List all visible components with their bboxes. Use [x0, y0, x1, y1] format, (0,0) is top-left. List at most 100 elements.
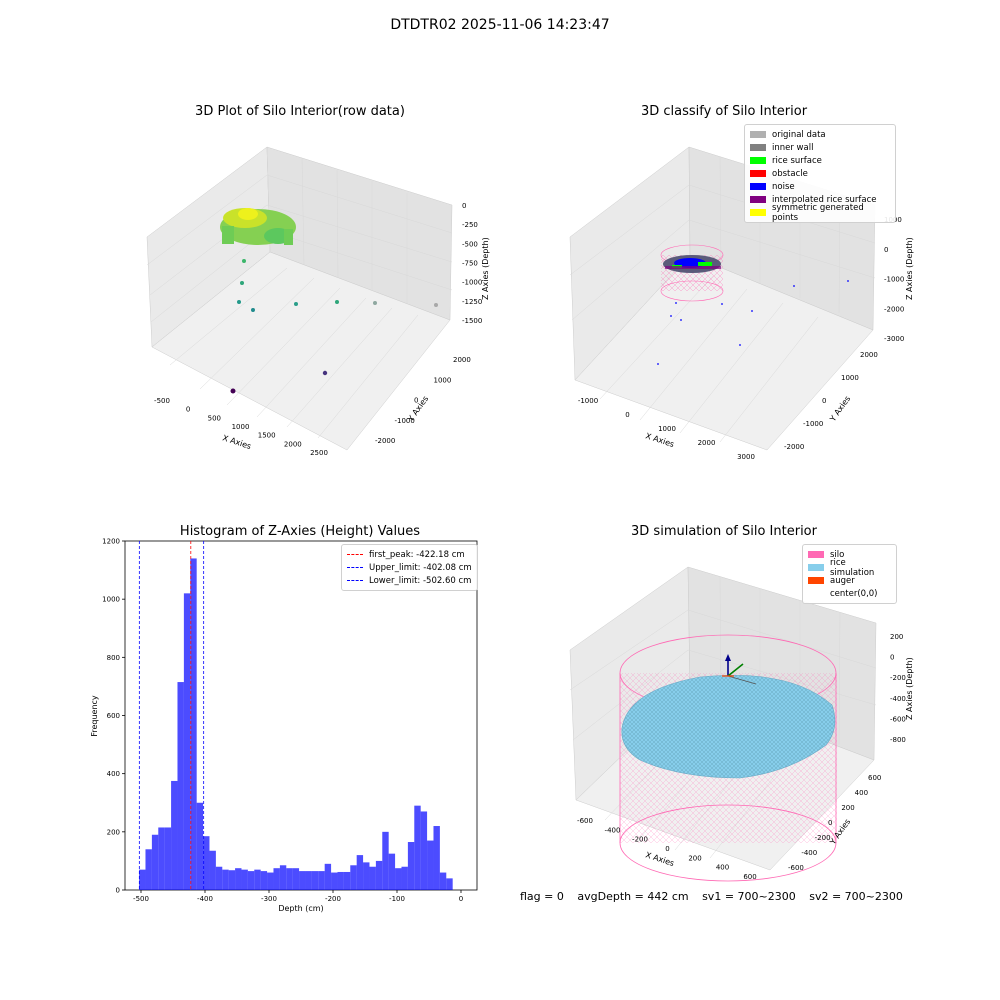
status-flag: flag = 0 — [520, 890, 564, 903]
legend-entry: inner wall — [750, 141, 890, 154]
histogram-x-tick-label: -300 — [261, 895, 277, 903]
classify-y-tick: -2000 — [784, 443, 804, 451]
histogram-bar — [222, 869, 229, 890]
classify-plot-title: 3D classify of Silo Interior — [640, 104, 808, 119]
histogram-y-tick-label: 600 — [107, 712, 120, 720]
simulation-x-tick: 200 — [688, 854, 701, 862]
histogram-bar — [183, 593, 191, 890]
raw-x-ticks: -500 0 500 1000 1500 2000 2500 — [154, 397, 328, 457]
legend-swatch — [750, 183, 766, 190]
classify-legend: original data inner wall rice surface obsta… — [744, 124, 896, 223]
legend-swatch — [750, 196, 766, 203]
raw-y-tick: -2000 — [375, 437, 395, 445]
legend-entry: obstacle — [750, 167, 890, 180]
histogram-bar — [311, 871, 319, 890]
simulation-legend: silo rice simulation auger center(0,0) — [802, 544, 897, 604]
classify-y-label: Y Axies — [828, 394, 853, 424]
simulation-z-tick: 0 — [890, 654, 894, 662]
legend-swatch — [750, 170, 766, 177]
histogram-y-tick-label: 1000 — [102, 596, 120, 604]
simulation-z-tick: -400 — [890, 695, 906, 703]
classify-x-tick: 0 — [625, 411, 629, 419]
legend-label: Lower_limit: -502.60 cm — [369, 575, 472, 586]
histogram-bar — [356, 855, 364, 890]
simulation-y-tick: 0 — [828, 819, 832, 827]
legend-entry: noise — [750, 180, 890, 193]
histogram-bar — [267, 872, 274, 890]
raw-3d-axes — [146, 146, 453, 451]
raw-point-cloud — [220, 208, 296, 245]
simulation-x-label: X Axies — [644, 850, 675, 868]
raw-y-tick: -1000 — [395, 417, 415, 425]
raw-x-tick: 1500 — [258, 432, 276, 440]
histogram-bar — [139, 869, 146, 890]
simulation-z-label: Z Axies (Depth) — [905, 657, 914, 720]
simulation-plot-title: 3D simulation of Silo Interior — [631, 524, 817, 539]
classify-x-tick: 1000 — [658, 425, 676, 433]
raw-z-tick: -250 — [462, 221, 478, 229]
legend-swatch — [750, 131, 766, 138]
classify-z-tick: -3000 — [884, 335, 904, 343]
histogram-bar — [254, 869, 261, 890]
legend-swatch — [750, 144, 766, 151]
legend-swatch — [750, 157, 766, 164]
histogram-bar — [343, 871, 351, 890]
histogram-bar — [273, 868, 280, 890]
simulation-x-tick: -400 — [605, 826, 621, 834]
legend-entry: Upper_limit: -402.08 cm — [347, 561, 472, 574]
histogram-bar — [190, 558, 197, 890]
classify-x-tick: 2000 — [698, 439, 716, 447]
histogram-bar — [420, 811, 428, 890]
histogram-bar — [446, 878, 453, 890]
classify-x-label: X Axies — [644, 431, 675, 449]
raw-plot-title: 3D Plot of Silo Interior(row data) — [195, 104, 405, 119]
raw-x-tick: 2000 — [284, 440, 302, 448]
simulation-z-tick: 200 — [890, 633, 903, 641]
histogram-bar — [286, 868, 293, 890]
raw-x-tick: 500 — [208, 414, 221, 422]
simulation-y-tick: -400 — [801, 849, 817, 857]
histogram-bar — [337, 871, 344, 890]
simulation-x-tick: 600 — [743, 873, 756, 881]
legend-label: inner wall — [772, 142, 814, 153]
histogram-y-tick-label: 800 — [107, 654, 120, 662]
classify-z-label: Z Axies (Depth) — [905, 237, 914, 300]
simulation-y-tick: 200 — [841, 804, 854, 812]
legend-swatch — [808, 577, 824, 584]
legend-label: silo — [830, 549, 845, 560]
histogram-bar — [151, 834, 159, 890]
simulation-z-ticks: 200 0 -200 -400 -600 -800 — [890, 633, 906, 744]
legend-swatch — [347, 567, 363, 568]
histogram-bar — [215, 866, 223, 890]
histogram-bar — [414, 805, 421, 890]
histogram-legend: first_peak: -422.18 cm Upper_limit: -402.… — [341, 544, 478, 591]
legend-label: center(0,0) — [830, 588, 878, 599]
histogram-bar — [350, 865, 357, 890]
histogram-bar — [305, 871, 312, 890]
classify-noise-points — [657, 280, 849, 365]
histogram-bar — [209, 850, 216, 890]
raw-z-tick: -1500 — [462, 317, 482, 325]
raw-outlier-points — [230, 259, 438, 394]
histogram-bar — [375, 860, 383, 890]
legend-label: interpolated rice surface — [772, 194, 877, 205]
simulation-rice-surface — [621, 674, 836, 779]
histogram-bar — [331, 872, 338, 890]
histogram-x-tick-label: -500 — [133, 895, 149, 903]
histogram-y-tick-label: 0 — [116, 887, 120, 895]
histogram-bar — [241, 869, 248, 890]
histogram-bars — [139, 558, 453, 890]
histogram-bar — [382, 831, 389, 890]
legend-entry: center(0,0) — [808, 587, 891, 600]
histogram-x-ticks: -500 -400 -300 -200 -100 0 — [133, 890, 463, 903]
classify-z-tick: -2000 — [884, 305, 904, 313]
simulation-x-tick: 0 — [665, 845, 669, 853]
histogram-x-tick-label: -200 — [325, 895, 341, 903]
simulation-x-ticks: -600 -400 -200 0 200 400 600 — [577, 817, 757, 881]
raw-y-tick: 1000 — [434, 376, 452, 384]
histogram-y-tick-label: 1200 — [102, 538, 120, 546]
histogram-bar — [196, 802, 204, 890]
histogram-bar — [318, 871, 325, 890]
simulation-z-tick: -600 — [890, 715, 906, 723]
